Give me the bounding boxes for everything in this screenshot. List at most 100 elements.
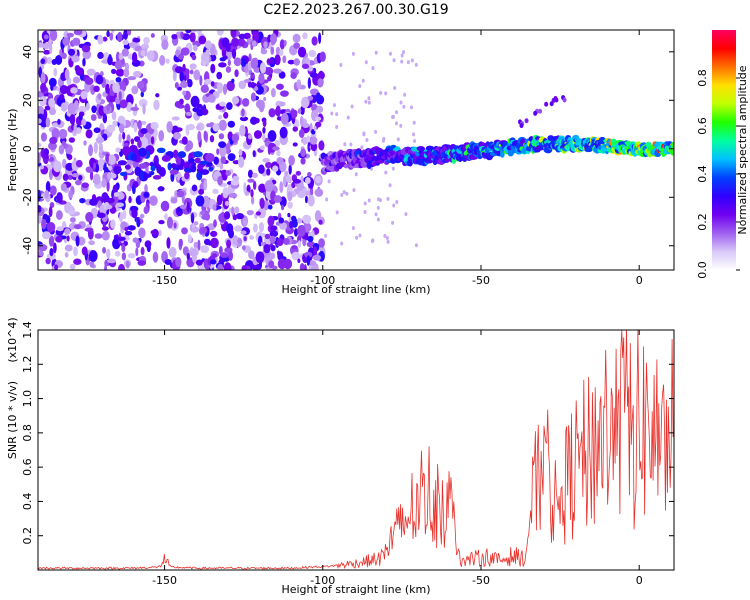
noise-blob (222, 83, 228, 95)
noise-blob (117, 263, 126, 270)
noise-blob (179, 71, 184, 82)
noise-blob (164, 213, 168, 220)
noise-blob (226, 102, 233, 110)
noise-blob (179, 238, 183, 248)
noise-blob (330, 111, 334, 116)
noise-blob (379, 90, 383, 95)
noise-blob (315, 121, 322, 128)
noise-blob (75, 127, 82, 134)
noise-blob (176, 127, 183, 132)
noise-blob (185, 143, 191, 152)
noise-blob (298, 129, 305, 138)
noise-blob (399, 100, 403, 105)
noise-blob (304, 195, 308, 204)
noise-blob (186, 201, 190, 213)
feature-blob (113, 165, 122, 174)
noise-blob (64, 143, 69, 149)
noise-blob (146, 243, 151, 253)
noise-blob (200, 245, 210, 254)
snr-x-ticks: -150 -100 -50 0 (152, 330, 643, 587)
noise-blob (61, 52, 67, 60)
noise-blob (335, 112, 339, 117)
colorbar-tick-label: 0.8 (696, 69, 709, 87)
signal-blob (408, 159, 413, 167)
noise-blob (106, 104, 110, 112)
noise-blob (391, 114, 395, 119)
noise-blob (248, 53, 252, 62)
noise-blob (318, 140, 325, 151)
noise-blob (207, 94, 216, 103)
noise-blob (308, 260, 317, 266)
noise-blob (121, 243, 126, 253)
noise-blob (180, 31, 184, 39)
feature-blob (177, 151, 187, 159)
noise-blob (250, 73, 255, 80)
noise-blob (258, 72, 265, 85)
noise-blob (409, 105, 413, 110)
noise-blob (218, 141, 227, 148)
noise-blob (241, 108, 245, 117)
noise-blob (270, 33, 277, 45)
noise-blob (263, 96, 267, 102)
feature-blob (124, 164, 131, 170)
spectrogram-marks (38, 30, 674, 270)
noise-blob (38, 118, 42, 124)
noise-blob (172, 69, 177, 82)
noise-blob (43, 49, 51, 55)
noise-blob (206, 55, 210, 66)
noise-blob (93, 127, 101, 134)
noise-blob (49, 156, 55, 162)
noise-blob (197, 130, 202, 143)
noise-blob (64, 252, 69, 258)
noise-blob (406, 60, 410, 65)
noise-blob (210, 81, 215, 87)
noise-blob (332, 103, 336, 108)
y-tick-label: 40 (21, 45, 34, 59)
noise-blob (119, 99, 128, 109)
noise-blob (223, 211, 231, 220)
noise-blob (146, 50, 155, 61)
noise-blob (187, 234, 192, 243)
noise-blob (224, 200, 230, 207)
noise-blob (150, 136, 155, 145)
noise-blob (112, 82, 120, 93)
noise-blob (391, 220, 395, 225)
noise-blob (101, 230, 110, 241)
noise-blob (78, 174, 83, 181)
feature-blob (139, 170, 145, 181)
noise-blob (371, 238, 375, 243)
noise-blob (276, 238, 284, 246)
noise-blob (204, 78, 212, 85)
noise-blob (317, 78, 324, 87)
noise-blob (123, 68, 130, 78)
noise-blob (307, 141, 311, 153)
noise-blob (86, 68, 96, 76)
noise-blob (209, 135, 215, 143)
noise-blob (97, 93, 102, 100)
spectrogram-x-axis-label: Height of straight line (km) (281, 283, 430, 296)
noise-blob (115, 68, 125, 77)
noise-blob (68, 137, 76, 143)
noise-blob (257, 207, 267, 219)
noise-blob (186, 70, 190, 82)
noise-blob (297, 46, 307, 58)
noise-blob (133, 121, 138, 133)
noise-blob (217, 176, 223, 186)
noise-blob (58, 144, 65, 155)
noise-blob (247, 178, 255, 183)
noise-blob (324, 233, 328, 238)
x-tick-label: -50 (472, 274, 490, 287)
noise-blob (212, 203, 217, 211)
noise-blob (400, 53, 404, 58)
y-tick-label: 0.2 (21, 527, 34, 545)
noise-blob (117, 31, 123, 43)
noise-blob (67, 102, 76, 115)
feature-blob (173, 149, 179, 159)
noise-blob (158, 220, 165, 225)
feature-blob (170, 163, 177, 169)
y-tick-label: -20 (21, 188, 34, 206)
noise-blob (345, 191, 349, 196)
noise-blob (307, 171, 312, 178)
noise-blob (269, 230, 279, 238)
noise-blob (181, 136, 188, 145)
